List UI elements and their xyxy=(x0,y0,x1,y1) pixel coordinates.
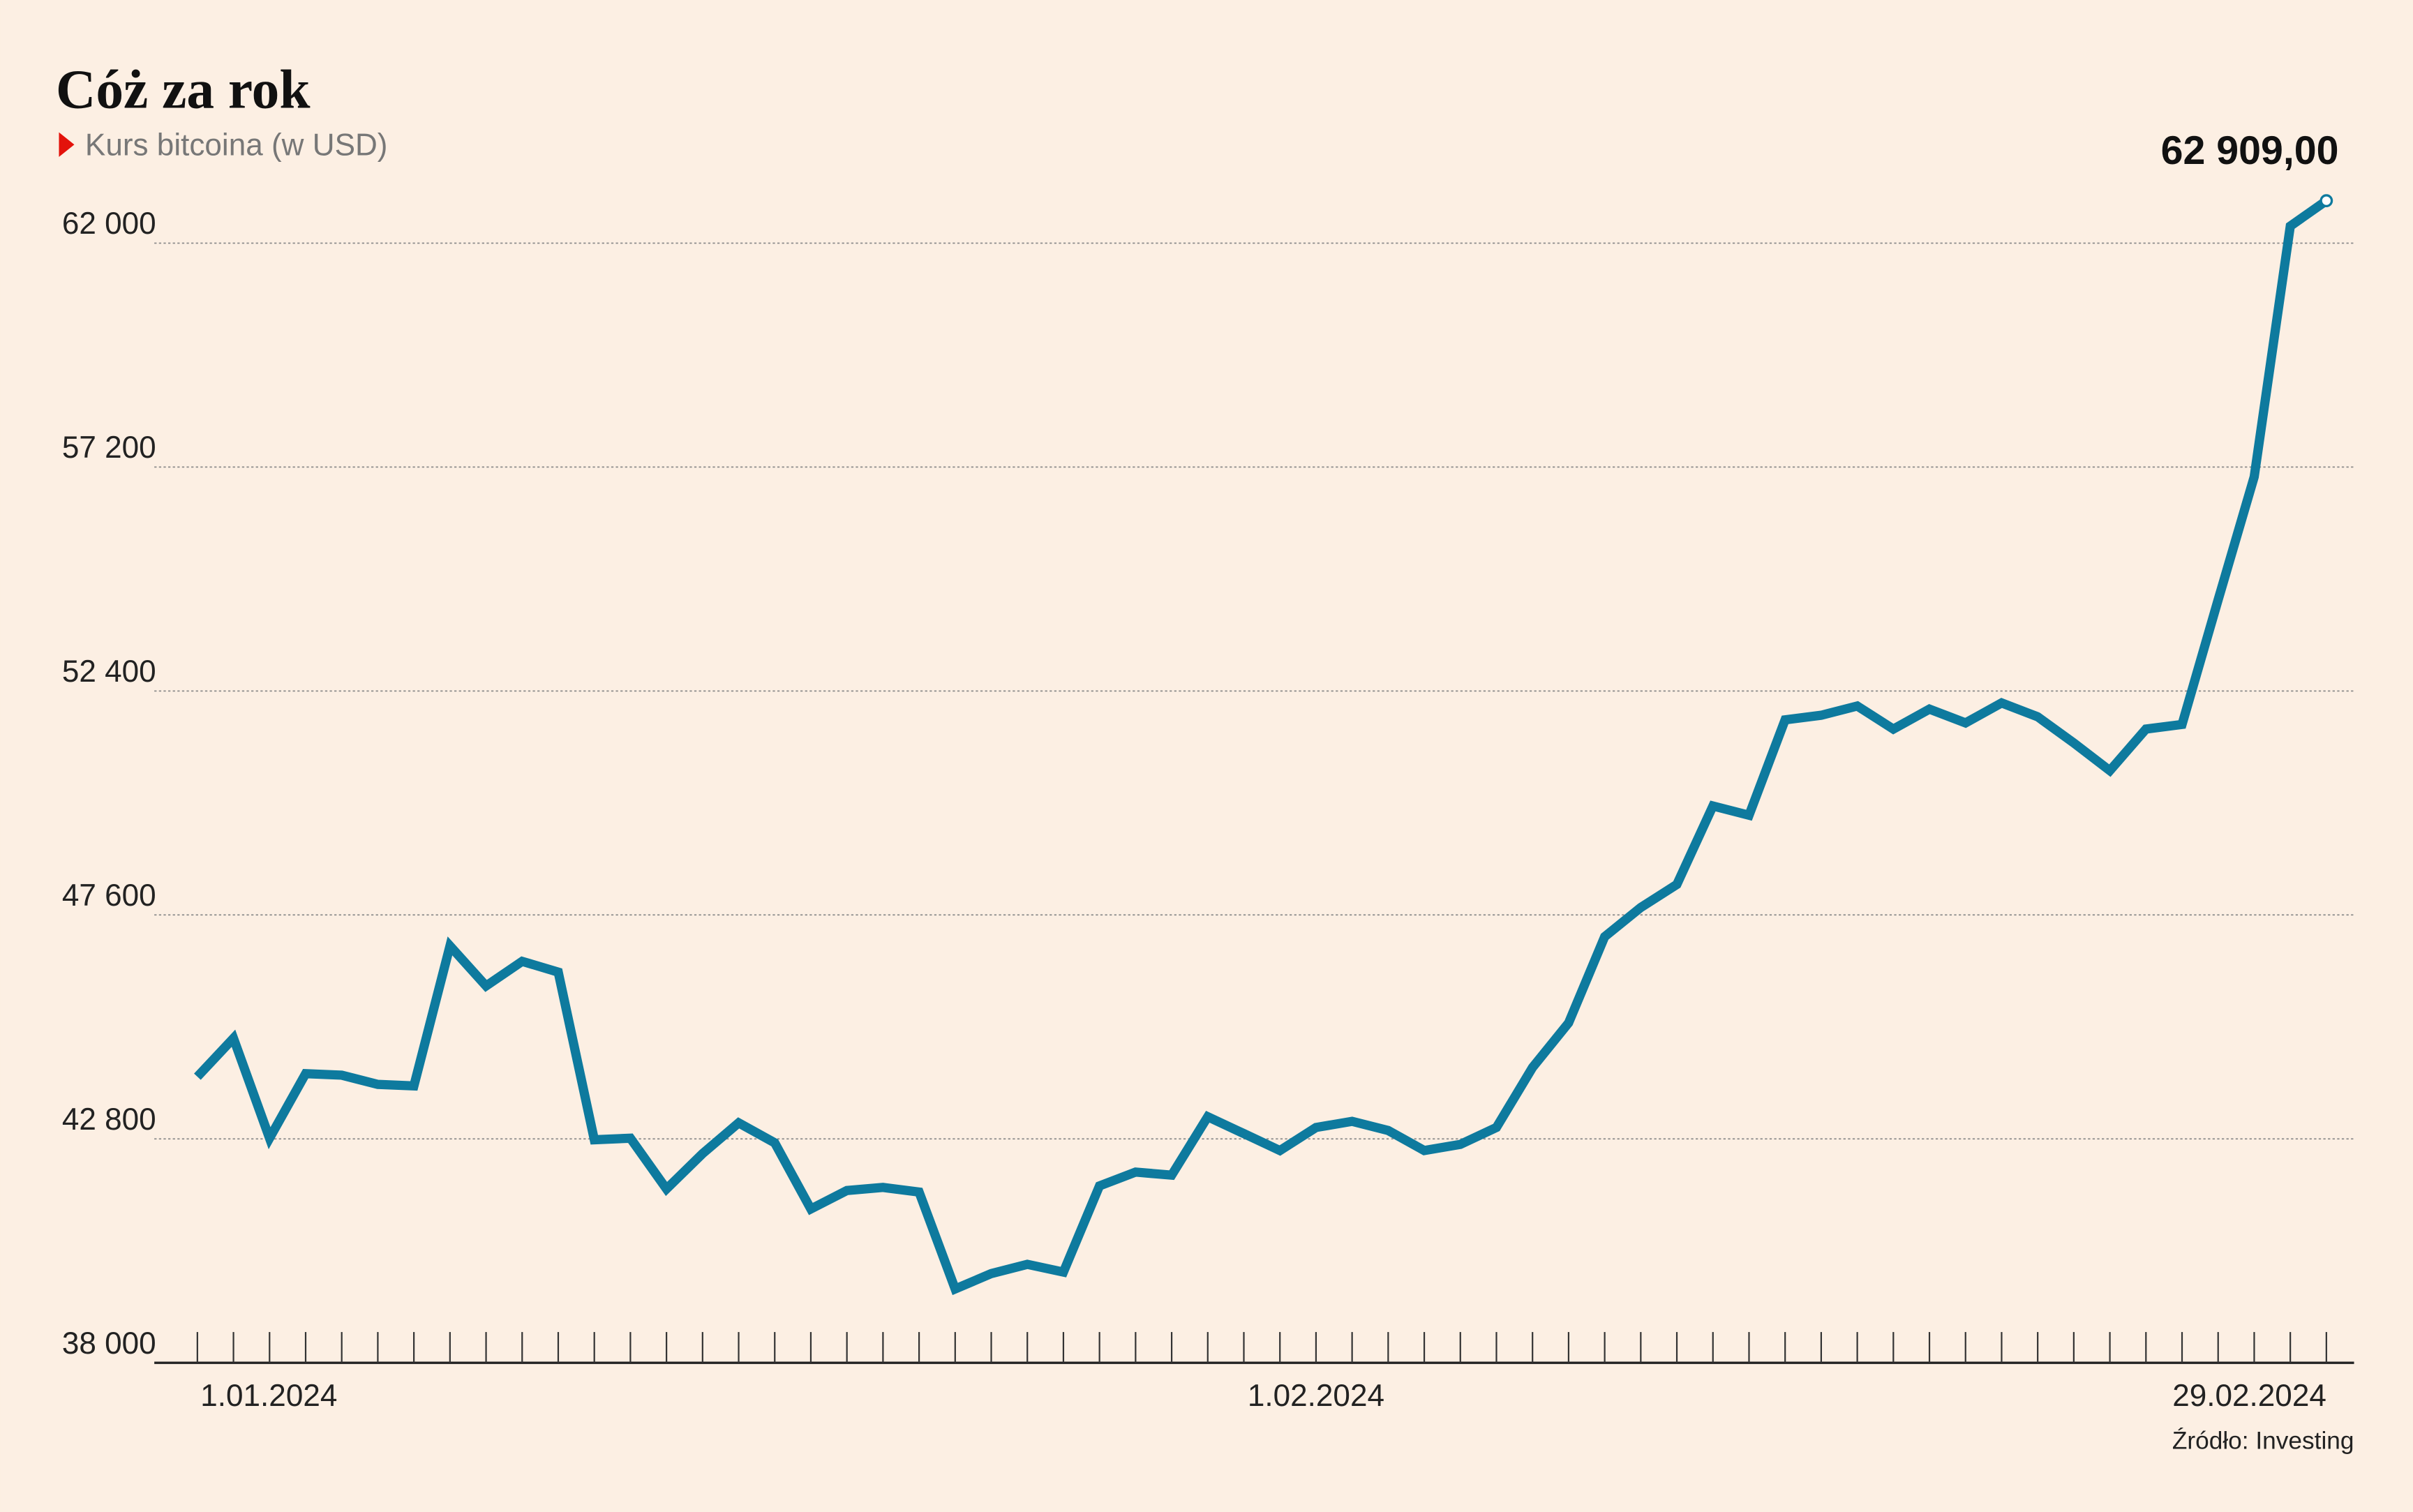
chart-title: Cóż za rok xyxy=(56,59,311,120)
source: Źródło: Investing xyxy=(2172,1428,2354,1455)
price-line xyxy=(194,197,2329,1296)
y-tick-label: 38 000 xyxy=(62,1326,156,1361)
chart-subtitle: Kurs bitcoina (w USD) xyxy=(85,128,388,163)
y-tick-label: 57 200 xyxy=(62,431,156,465)
y-tick-label: 47 600 xyxy=(62,878,156,913)
value-label: 62 909,00 xyxy=(2161,128,2339,173)
x-tick-label: 29.02.2024 xyxy=(2172,1379,2326,1413)
x-tick-label: 1.01.2024 xyxy=(200,1379,337,1413)
x-tick-label: 1.02.2024 xyxy=(1248,1379,1384,1413)
legend-marker xyxy=(59,132,75,157)
y-tick-label: 42 800 xyxy=(62,1102,156,1137)
y-tick-label: 62 000 xyxy=(62,207,156,241)
y-tick-label: 52 400 xyxy=(62,654,156,689)
end-point xyxy=(2319,194,2333,208)
